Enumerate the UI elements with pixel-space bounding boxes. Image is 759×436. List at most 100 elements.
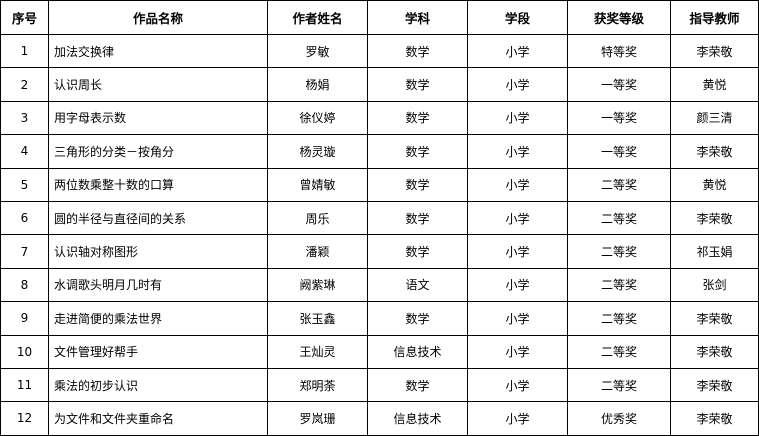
cell-level: 小学 (467, 100, 568, 136)
cell-index: 6 (0, 200, 49, 236)
cell-level: 小学 (467, 33, 568, 69)
cell-subject: 信息技术 (367, 334, 468, 369)
cell-work-title: 认识轴对称图形 (48, 234, 268, 269)
cell-author: 杨娟 (267, 67, 368, 102)
cell-teacher: 李荣敬 (670, 200, 759, 236)
cell-level: 小学 (467, 401, 568, 436)
table-row: 12 为文件和文件夹重命名 罗岚珊 信息技术 小学 优秀奖 李荣敬 (0, 401, 759, 436)
cell-teacher: 李荣敬 (670, 134, 759, 169)
table-row: 2 认识周长 杨娟 数学 小学 一等奖 黄悦 (0, 67, 759, 102)
cell-award: 二等奖 (567, 200, 671, 236)
cell-award: 一等奖 (567, 134, 671, 169)
cell-teacher: 李荣敬 (670, 401, 759, 436)
header-award: 获奖等级 (567, 0, 671, 35)
cell-teacher: 李荣敬 (670, 301, 759, 336)
cell-subject: 数学 (367, 100, 468, 136)
cell-award: 一等奖 (567, 100, 671, 136)
cell-author: 张玉鑫 (267, 301, 368, 336)
cell-teacher: 李荣敬 (670, 33, 759, 69)
cell-author: 曾婧敏 (267, 167, 368, 202)
cell-author: 杨灵璇 (267, 134, 368, 169)
cell-award: 优秀奖 (567, 401, 671, 436)
cell-subject: 数学 (367, 67, 468, 102)
cell-subject: 数学 (367, 367, 468, 403)
cell-award: 特等奖 (567, 33, 671, 69)
cell-level: 小学 (467, 334, 568, 369)
cell-subject: 数学 (367, 134, 468, 169)
table-row: 11 乘法的初步认识 郑明荼 数学 小学 二等奖 李荣敬 (0, 367, 759, 403)
cell-teacher: 李荣敬 (670, 334, 759, 369)
cell-index: 1 (0, 33, 49, 69)
cell-author: 潘颖 (267, 234, 368, 269)
cell-award: 二等奖 (567, 334, 671, 369)
cell-author: 罗岚珊 (267, 401, 368, 436)
cell-work-title: 两位数乘整十数的口算 (48, 167, 268, 202)
cell-work-title: 水调歌头明月几时有 (48, 267, 268, 303)
cell-work-title: 三角形的分类－按角分 (48, 134, 268, 169)
cell-author: 王灿灵 (267, 334, 368, 369)
cell-index: 5 (0, 167, 49, 202)
cell-award: 二等奖 (567, 234, 671, 269)
cell-work-title: 文件管理好帮手 (48, 334, 268, 369)
cell-index: 4 (0, 134, 49, 169)
cell-teacher: 张剑 (670, 267, 759, 303)
table-row: 9 走进简便的乘法世界 张玉鑫 数学 小学 二等奖 李荣敬 (0, 301, 759, 336)
cell-level: 小学 (467, 267, 568, 303)
cell-level: 小学 (467, 301, 568, 336)
cell-index: 12 (0, 401, 49, 436)
cell-teacher: 黄悦 (670, 67, 759, 102)
cell-award: 二等奖 (567, 367, 671, 403)
header-row: 序号 作品名称 作者姓名 学科 学段 获奖等级 指导教师 (0, 0, 759, 35)
cell-teacher: 祁玉娟 (670, 234, 759, 269)
cell-subject: 数学 (367, 33, 468, 69)
table-row: 5 两位数乘整十数的口算 曾婧敏 数学 小学 二等奖 黄悦 (0, 167, 759, 202)
header-index: 序号 (0, 0, 49, 35)
cell-author: 阙紫琳 (267, 267, 368, 303)
cell-subject: 信息技术 (367, 401, 468, 436)
cell-level: 小学 (467, 134, 568, 169)
cell-index: 9 (0, 301, 49, 336)
cell-work-title: 认识周长 (48, 67, 268, 102)
cell-index: 11 (0, 367, 49, 403)
cell-award: 二等奖 (567, 167, 671, 202)
cell-level: 小学 (467, 234, 568, 269)
cell-index: 8 (0, 267, 49, 303)
cell-work-title: 走进简便的乘法世界 (48, 301, 268, 336)
cell-subject: 数学 (367, 301, 468, 336)
cell-award: 二等奖 (567, 267, 671, 303)
cell-index: 3 (0, 100, 49, 136)
cell-work-title: 加法交换律 (48, 33, 268, 69)
cell-teacher: 黄悦 (670, 167, 759, 202)
table-row: 4 三角形的分类－按角分 杨灵璇 数学 小学 一等奖 李荣敬 (0, 134, 759, 169)
cell-author: 罗敏 (267, 33, 368, 69)
cell-level: 小学 (467, 367, 568, 403)
cell-level: 小学 (467, 200, 568, 236)
cell-award: 一等奖 (567, 67, 671, 102)
table-row: 7 认识轴对称图形 潘颖 数学 小学 二等奖 祁玉娟 (0, 234, 759, 269)
header-subject: 学科 (367, 0, 468, 35)
header-teacher: 指导教师 (670, 0, 759, 35)
cell-subject: 数学 (367, 200, 468, 236)
cell-index: 2 (0, 67, 49, 102)
cell-level: 小学 (467, 167, 568, 202)
table-row: 10 文件管理好帮手 王灿灵 信息技术 小学 二等奖 李荣敬 (0, 334, 759, 369)
cell-subject: 语文 (367, 267, 468, 303)
cell-author: 徐仪婷 (267, 100, 368, 136)
cell-work-title: 圆的半径与直径间的关系 (48, 200, 268, 236)
header-work-title: 作品名称 (48, 0, 268, 35)
cell-work-title: 为文件和文件夹重命名 (48, 401, 268, 436)
cell-subject: 数学 (367, 167, 468, 202)
header-author: 作者姓名 (267, 0, 368, 35)
table-row: 6 圆的半径与直径间的关系 周乐 数学 小学 二等奖 李荣敬 (0, 200, 759, 236)
cell-author: 郑明荼 (267, 367, 368, 403)
cell-teacher: 颜三清 (670, 100, 759, 136)
cell-subject: 数学 (367, 234, 468, 269)
cell-index: 7 (0, 234, 49, 269)
cell-teacher: 李荣敬 (670, 367, 759, 403)
cell-index: 10 (0, 334, 49, 369)
cell-award: 二等奖 (567, 301, 671, 336)
cell-level: 小学 (467, 67, 568, 102)
cell-work-title: 用字母表示数 (48, 100, 268, 136)
cell-author: 周乐 (267, 200, 368, 236)
